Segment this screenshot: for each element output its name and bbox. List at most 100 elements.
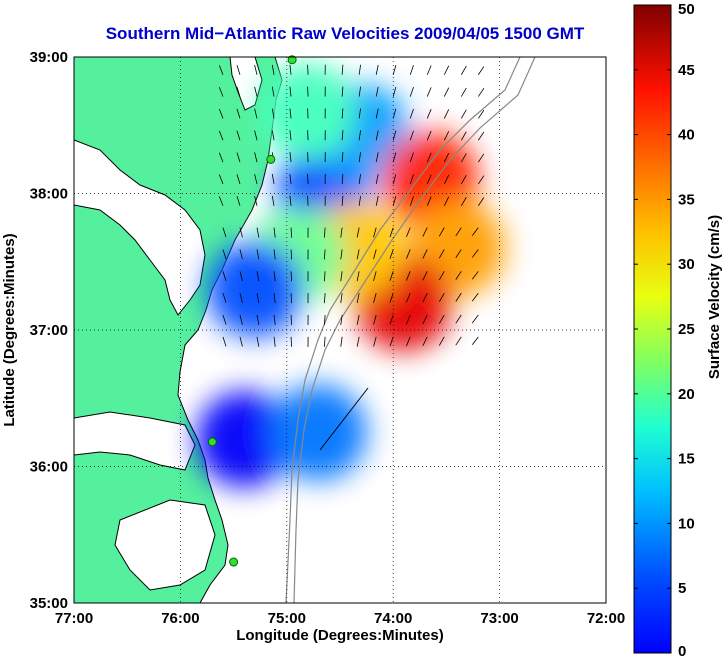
vector-arrow (290, 227, 293, 238)
vector-arrow (373, 271, 377, 282)
y-tick-label: 35:00 (30, 595, 68, 612)
velocity-region-10 (270, 384, 367, 481)
y-tick-labels: 35:00 36:00 37:00 38:00 39:00 (30, 49, 68, 612)
vector-arrow (438, 314, 445, 324)
vector-arrow (455, 292, 462, 302)
vector-arrow (289, 130, 292, 141)
vector-arrow (236, 86, 241, 97)
vector-arrow (236, 65, 241, 75)
vector-arrow (392, 152, 397, 163)
vector-arrow (323, 249, 326, 260)
vector-arrow (443, 131, 450, 141)
vector-arrow (256, 271, 260, 282)
colorbar-tick-label: 20 (678, 386, 695, 403)
vector-arrow (289, 64, 292, 75)
vector-arrow (323, 336, 326, 347)
colorbar-tick-label: 10 (678, 515, 695, 532)
vector-arrow (477, 153, 485, 163)
vector-arrow (477, 175, 485, 185)
vector-arrow (290, 271, 293, 282)
vector-arrow (356, 336, 360, 347)
vector-arrow (222, 293, 227, 303)
vector-arrow (406, 314, 411, 325)
vector-arrow (273, 314, 276, 325)
vector-arrow (236, 196, 241, 206)
vector-arrow (341, 130, 344, 141)
vector-arrow (422, 292, 428, 303)
vector-arrow (426, 196, 432, 206)
vector-arrow (218, 152, 224, 163)
vector-arrow (406, 271, 411, 281)
x-tick-label: 75:00 (268, 610, 306, 627)
radar-site-3 (229, 557, 239, 567)
radar-site-2 (207, 437, 217, 447)
vector-arrow (460, 65, 467, 75)
vector-arrow (256, 227, 260, 238)
vector-arrow (443, 109, 450, 119)
vector-arrow (218, 130, 224, 141)
vector-arrow (341, 64, 344, 75)
plot-frame (73, 56, 607, 604)
colorbar-tick-label: 30 (678, 256, 695, 273)
vector-arrow (477, 66, 485, 75)
x-tick-label: 76:00 (161, 610, 199, 627)
vector-arrow (356, 314, 360, 325)
vector-arrow (406, 336, 411, 347)
vector-arrow (239, 249, 243, 260)
vector-arrow (409, 130, 414, 141)
vector-arrow (323, 271, 326, 282)
vector-arrow (358, 64, 361, 75)
vector-arrow (471, 292, 479, 302)
vector-arrow (455, 336, 462, 346)
long-vector (319, 387, 369, 451)
vector-arrow (455, 271, 462, 280)
vector-arrow (358, 195, 361, 206)
vector-arrow (477, 131, 485, 141)
vector-arrow (389, 227, 394, 238)
x-tick-label: 74:00 (374, 610, 412, 627)
bathymetry-contour-2 (293, 57, 536, 603)
vector-arrow (358, 130, 361, 141)
vector-arrow (340, 293, 343, 304)
vector-arrow (340, 314, 343, 325)
vector-arrow (341, 108, 344, 119)
vector-arrow (356, 227, 360, 238)
chesapeake-bay (74, 139, 206, 316)
vector-arrow (471, 336, 479, 346)
vector-arrow (406, 249, 411, 259)
vector-arrow (340, 249, 343, 260)
vector-arrow (254, 174, 258, 185)
vector-arrow (406, 227, 411, 238)
y-axis-label: Latitude (Degrees:Minutes) (1, 233, 18, 426)
vector-arrow (389, 293, 394, 303)
vector-arrow (392, 65, 397, 75)
vector-arrow (290, 293, 293, 304)
vector-arrow (289, 195, 292, 206)
vector-arrow (290, 336, 293, 347)
vector-arrow (218, 108, 224, 119)
vector-arrow (254, 130, 258, 141)
vector-arrow (254, 195, 258, 206)
vector-arrow (356, 271, 360, 282)
vector-arrow (460, 175, 467, 185)
vector-arrow (222, 336, 227, 347)
vector-arrow (222, 249, 227, 260)
vector-arrow (254, 152, 258, 163)
vector-arrow (236, 108, 241, 119)
vector-arrow (375, 152, 379, 163)
vector-arrow (239, 227, 243, 238)
colorbar-tick-label: 35 (678, 191, 695, 208)
vector-arrow (460, 87, 467, 97)
vector-arrow (422, 227, 428, 237)
vector-arrow (236, 130, 241, 141)
vector-arrow (443, 87, 450, 97)
vector-arrow (289, 152, 292, 163)
vector-arrow (271, 86, 275, 97)
vector-arrow (256, 314, 260, 325)
vector-arrow (443, 196, 450, 206)
colorbar-tick-label: 5 (678, 580, 686, 597)
vector-arrow (426, 65, 432, 75)
vector-arrow (477, 88, 485, 97)
vector-arrow (409, 196, 414, 206)
vector-arrow (406, 292, 411, 303)
